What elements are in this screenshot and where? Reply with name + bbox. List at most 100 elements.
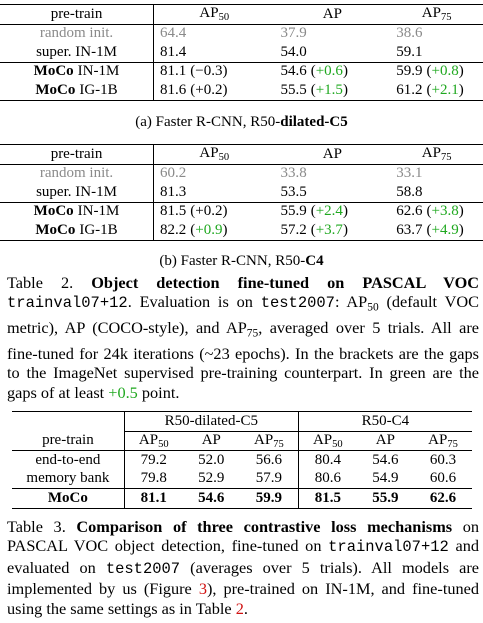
text-run: 50 [367, 301, 379, 314]
table-cell: 80.6 [298, 470, 356, 489]
table-cell: 52.0 [183, 451, 240, 470]
text-run: 54.6 [280, 63, 307, 80]
text-run: random init. [39, 165, 114, 182]
table-cell: super. IN-1M [0, 43, 155, 62]
text-run: IG-1B [79, 221, 118, 238]
text-run: 61.2 [396, 81, 423, 98]
text-run: 81.5 [314, 489, 341, 506]
text-run: +2.1 [431, 81, 459, 98]
table-row: end-to-end 79.2 52.0 56.6 80.4 54.6 60.3 [12, 450, 472, 470]
text-run: 81.6 [160, 81, 187, 98]
table-row: MoCo IN-1M 81.5 (+0.2) 55.9 (+2.4) 62.6 (+3.8) [0, 201, 483, 221]
text-run: 57.9 [255, 470, 282, 487]
text-run: 63.7 [396, 221, 423, 238]
table-cell: 59.9 (+0.8) [390, 61, 483, 81]
text-run: +0.9 [195, 221, 223, 238]
table-3: R50-dilated-C5 R50-C4 pre-train AP50 AP AP75 A… [12, 411, 472, 509]
table-cell: 55.5 (+1.5) [274, 81, 390, 100]
table-cell: 81.1 (−0.3) [153, 61, 275, 81]
table-row: pre-train AP50 AP AP75 AP50 AP AP75 [12, 431, 472, 451]
table-cell: random init. [0, 24, 155, 43]
text-run: 56.6 [255, 451, 282, 468]
table-cell: AP [182, 431, 240, 451]
text-run: ( [310, 63, 316, 80]
table-cell: 54.6 (+0.6) [274, 61, 391, 81]
text-run: ), pre-trained on IN-1M, and fine-tuned … [7, 579, 479, 618]
table-row: MoCo IN-1M 81.1 (−0.3) 54.6 (+0.6) 59.9 (+0.8) [0, 61, 483, 81]
table-cell: MoCo IN-1M [0, 61, 155, 81]
text-run: 50 [218, 12, 230, 24]
table-cell: memory bank [12, 469, 125, 489]
table-row: pre-train AP50 AP AP75 [0, 144, 483, 165]
table-b-caption: (b) Faster R-CNN, R50-C4 [0, 253, 483, 270]
table-cell: 37.9 [274, 24, 390, 43]
text-run: 58.8 [396, 183, 423, 200]
text-run: 52.0 [198, 451, 225, 468]
table-row: memory bank 79.8 52.9 57.9 80.6 54.9 60.6 [12, 469, 472, 489]
text-run: IG-1B [79, 81, 118, 98]
text-run: 59.9 [255, 489, 282, 506]
table-cell: 54.6 [182, 488, 240, 508]
table-cell: 33.1 [390, 164, 483, 183]
table-cell: AP50 [153, 4, 275, 25]
text-run: AP [421, 5, 441, 22]
text-run: , averaged over 5 trials. All are fine-t… [7, 318, 479, 402]
text-run: pre-train [50, 5, 103, 22]
table-cell: pre-train [12, 431, 125, 451]
text-run: AP [428, 431, 448, 448]
text-run: ( [426, 81, 432, 98]
table-cell: MoCo IG-1B [0, 221, 155, 240]
text-run: Table 3. [7, 517, 77, 536]
table-cell: 81.1 [124, 488, 183, 508]
table-cell: 63.7 (+4.9) [390, 221, 483, 240]
table-cell: end-to-end [12, 450, 125, 470]
text-run: Comparison of three contrastive loss mec… [76, 517, 453, 536]
table-cell: 54.6 [357, 451, 414, 470]
table-a: pre-train AP50 AP AP75 random init. 64.4 37.9 3… [0, 4, 483, 101]
table-cell: 54.9 [357, 470, 414, 489]
table-cell: 53.5 [274, 183, 390, 202]
text-run: random init. [39, 25, 114, 42]
table-cell: MoCo IG-1B [0, 81, 155, 100]
text-run: 3 [198, 579, 207, 599]
text-run: super. IN-1M [36, 183, 117, 200]
table-cell: 58.8 [390, 183, 483, 202]
text-run: ) [342, 221, 348, 238]
table-cell [12, 411, 125, 431]
text-run: ) [458, 63, 464, 80]
table-cell: 54.0 [274, 43, 390, 62]
text-run: MoCo [33, 203, 74, 220]
table-cell: 56.6 [239, 450, 299, 470]
text-run: AP [199, 145, 219, 162]
text-run: 64.4 [160, 25, 187, 42]
text-run: 55.9 [280, 203, 307, 220]
text-run: (+0.2) [190, 81, 228, 98]
text-run: 55.9 [372, 489, 399, 506]
text-run: 75 [246, 327, 259, 340]
text-run: (a) Faster R-CNN, R50- [135, 114, 281, 130]
text-run: AP [421, 145, 441, 162]
group-header: R50-dilated-C5 [124, 411, 299, 432]
text-run: AP [254, 431, 274, 448]
text-run: ( [426, 221, 432, 238]
table-cell: AP75 [390, 144, 483, 165]
table-cell: 55.9 (+2.4) [274, 201, 391, 221]
text-run: MoCo [47, 489, 88, 506]
table-cell: AP75 [390, 4, 483, 25]
text-run: 57.2 [280, 221, 307, 238]
table-cell: 61.2 (+2.1) [390, 81, 483, 100]
table-row: MoCo IG-1B 82.2 (+0.9) 57.2 (+3.7) 63.7 (+4.9) [0, 221, 483, 240]
table3-caption: Table 3. Comparison of three contrastive… [7, 517, 479, 618]
table-cell: AP75 [413, 431, 472, 451]
text-run: ( [426, 203, 432, 220]
text-run: point. [137, 382, 180, 402]
text-run: AP [138, 431, 159, 448]
text-run: ( [310, 203, 316, 220]
text-run: memory bank [26, 470, 110, 487]
text-run: +2.4 [315, 203, 343, 220]
text-run: test2007 [105, 559, 181, 578]
text-run: 75 [440, 12, 452, 24]
text-run: 60.6 [429, 470, 457, 487]
table-cell: 81.3 [154, 183, 275, 202]
